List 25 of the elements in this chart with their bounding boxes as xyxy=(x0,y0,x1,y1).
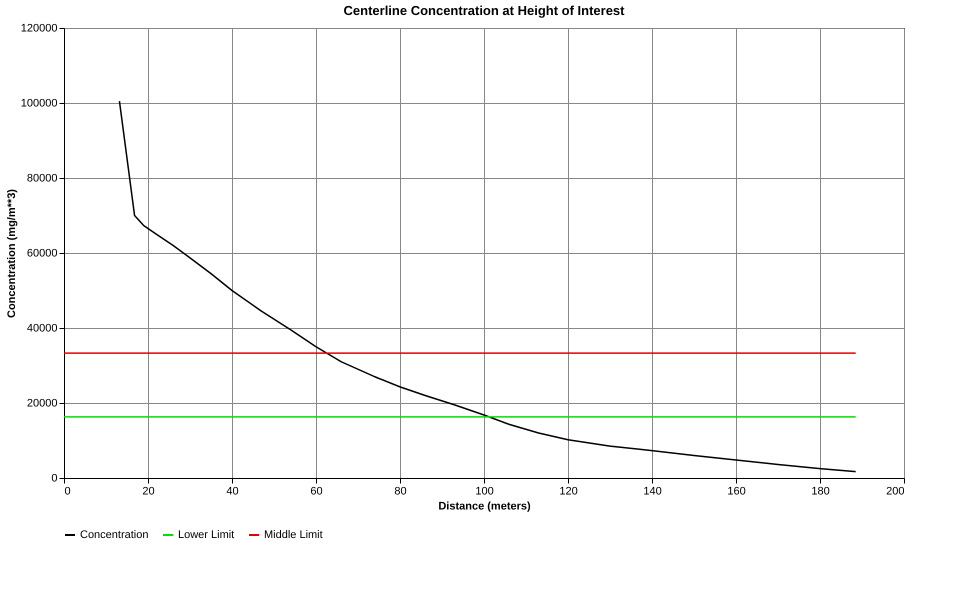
y-axis-title: Concentration (mg/m**3) xyxy=(6,188,18,318)
x-tick-label: 0 xyxy=(64,486,71,498)
x-tick-label: 100 xyxy=(475,486,494,498)
chart-title: Centerline Concentration at Height of Interest xyxy=(344,3,626,18)
x-tick-label: 140 xyxy=(643,486,662,498)
y-tick-label: 100000 xyxy=(20,98,58,110)
x-tick-label: 40 xyxy=(226,486,239,498)
y-tick-label: 120000 xyxy=(20,22,58,34)
x-axis-title: Distance (meters) xyxy=(438,500,531,512)
x-tick-label: 120 xyxy=(559,486,578,498)
x-tick-label: 180 xyxy=(811,486,830,498)
x-tick-label: 20 xyxy=(142,486,155,498)
x-tick-label: 60 xyxy=(310,486,323,498)
x-tick-label: 160 xyxy=(727,486,746,498)
y-tick-label: 40000 xyxy=(26,322,58,334)
x-tick-label: 200 xyxy=(886,486,904,498)
legend-label: Middle Limit xyxy=(264,529,323,541)
y-tick-label: 20000 xyxy=(26,398,58,410)
y-tick-label: 0 xyxy=(51,472,58,484)
line-series xyxy=(118,100,856,472)
legend-label: Concentration xyxy=(80,529,148,541)
x-tick-label: 80 xyxy=(394,486,407,498)
legend-label: Lower Limit xyxy=(178,529,234,541)
y-tick-label: 60000 xyxy=(26,248,58,260)
y-tick-label: 80000 xyxy=(26,172,58,184)
